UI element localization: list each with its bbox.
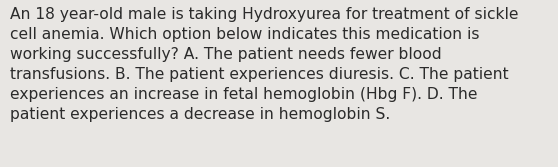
Text: An 18 year-old male is taking Hydroxyurea for treatment of sickle
cell anemia. W: An 18 year-old male is taking Hydroxyure… (10, 7, 518, 122)
